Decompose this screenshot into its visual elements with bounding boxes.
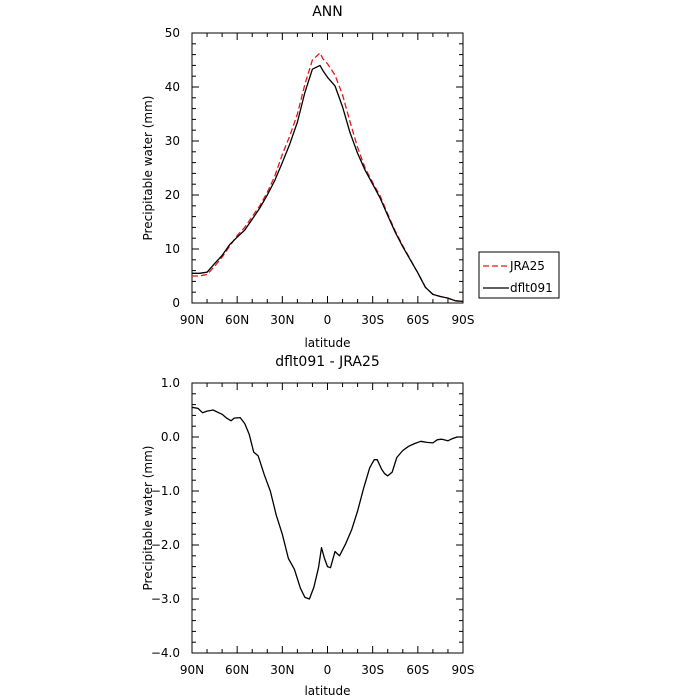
y-tick-label: 20 [165, 188, 180, 202]
series-line-difference [191, 406, 463, 600]
x-tick-label: 30S [361, 313, 384, 327]
y-tick-label: 30 [165, 134, 180, 148]
x-tick-label: 90S [452, 663, 475, 677]
y-tick-label: 0.0 [161, 430, 180, 444]
x-tick-label: 0 [324, 313, 332, 327]
plot-frame [191, 32, 464, 304]
y-axis-label: Precipitable water (mm) [141, 96, 155, 241]
y-tick-label: −2.0 [151, 538, 180, 552]
x-tick-label: 90N [180, 663, 204, 677]
y-tick-label: 40 [165, 80, 180, 94]
y-tick-label: −1.0 [151, 484, 180, 498]
x-tick-label: 0 [324, 663, 332, 677]
y-axis-label: Precipitable water (mm) [141, 446, 155, 591]
x-axis-label: latitude [304, 336, 350, 350]
series-line-dflt091 [192, 64, 464, 303]
y-tick-label: 50 [165, 26, 180, 40]
panel-annual-precipitable-water: 90N 60N 30N 0 30S 60S 90S 0 10 20 30 40 50 ANN latitud… [141, 4, 560, 350]
y-tick-label: −4.0 [151, 646, 180, 660]
x-axis-label: latitude [304, 684, 350, 698]
x-tick-label: 60S [406, 313, 429, 327]
series-line-jra25 [192, 52, 464, 303]
legend-label: JRA25 [509, 259, 545, 273]
x-tick-label: 60N [225, 313, 249, 327]
y-tick-label: 0 [172, 296, 180, 310]
y-tick-label: 10 [165, 242, 180, 256]
chart-title: dflt091 - JRA25 [275, 354, 380, 370]
x-tick-label: 60N [225, 663, 249, 677]
plot-frame [191, 382, 464, 654]
x-tick-label: 30N [270, 313, 294, 327]
y-tick-label: 1.0 [161, 376, 180, 390]
x-tick-label: 30N [270, 663, 294, 677]
chart-title: ANN [312, 4, 343, 20]
x-tick-label: 60S [406, 663, 429, 677]
x-tick-label: 90N [180, 313, 204, 327]
y-tick-label: −3.0 [151, 592, 180, 606]
legend-box [478, 251, 560, 299]
panel-difference: 90N 60N 30N 0 30S 60S 90S 1.0 0.0 −1.0 −2.0 −3.0 −4.… [141, 354, 474, 698]
x-tick-label: 30S [361, 663, 384, 677]
legend-label: dflt091 [510, 281, 553, 295]
x-tick-label: 90S [452, 313, 475, 327]
